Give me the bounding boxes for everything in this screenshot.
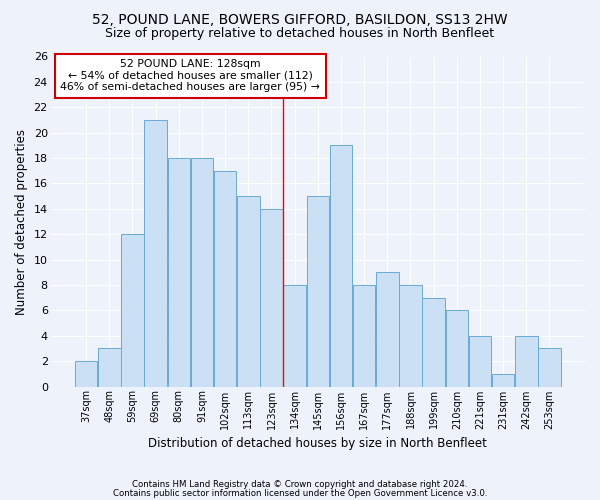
Bar <box>75 361 97 386</box>
Text: Size of property relative to detached houses in North Benfleet: Size of property relative to detached ho… <box>106 28 494 40</box>
Bar <box>121 234 143 386</box>
Bar <box>492 374 514 386</box>
Bar <box>191 158 213 386</box>
Bar <box>353 285 376 386</box>
Bar <box>145 120 167 386</box>
Bar <box>283 285 306 386</box>
X-axis label: Distribution of detached houses by size in North Benfleet: Distribution of detached houses by size … <box>148 437 487 450</box>
Text: Contains HM Land Registry data © Crown copyright and database right 2024.: Contains HM Land Registry data © Crown c… <box>132 480 468 489</box>
Bar <box>515 336 538 386</box>
Text: 52 POUND LANE: 128sqm
← 54% of detached houses are smaller (112)
46% of semi-det: 52 POUND LANE: 128sqm ← 54% of detached … <box>61 59 320 92</box>
Bar <box>399 285 422 386</box>
Y-axis label: Number of detached properties: Number of detached properties <box>15 128 28 314</box>
Bar <box>446 310 468 386</box>
Bar <box>214 170 236 386</box>
Bar <box>538 348 561 387</box>
Bar <box>376 272 398 386</box>
Bar <box>260 209 283 386</box>
Bar <box>167 158 190 386</box>
Bar <box>98 348 121 387</box>
Bar <box>469 336 491 386</box>
Bar <box>237 196 260 386</box>
Text: 52, POUND LANE, BOWERS GIFFORD, BASILDON, SS13 2HW: 52, POUND LANE, BOWERS GIFFORD, BASILDON… <box>92 12 508 26</box>
Bar <box>422 298 445 386</box>
Bar <box>330 146 352 386</box>
Bar <box>307 196 329 386</box>
Text: Contains public sector information licensed under the Open Government Licence v3: Contains public sector information licen… <box>113 489 487 498</box>
